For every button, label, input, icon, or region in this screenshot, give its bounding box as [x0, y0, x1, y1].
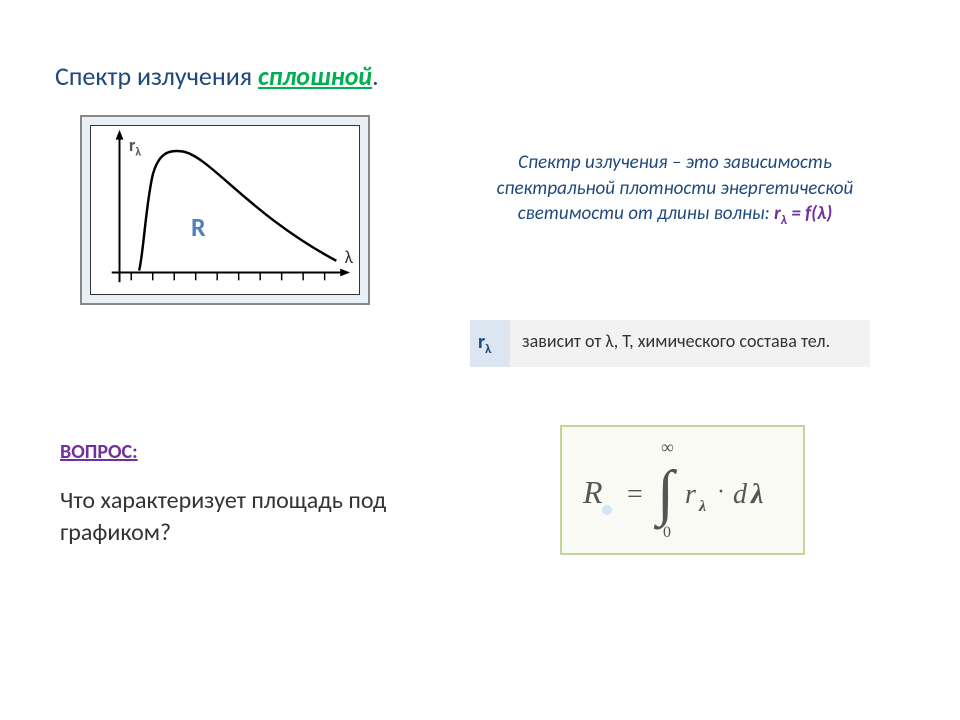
def-eq: = f(λ)	[787, 202, 832, 225]
title-emphasis: сплошной	[258, 60, 372, 92]
formula-dot: ·	[717, 479, 725, 505]
dep-sym-sub: λ	[485, 342, 491, 357]
spectrum-definition: Спектр излучения – это зависимость спект…	[480, 150, 870, 230]
chart-x-axis-label: λ	[345, 246, 353, 268]
title-prefix: Спектр излучения	[55, 60, 258, 92]
question-text: Что характеризует площадь под графиком?	[60, 485, 440, 550]
formula-lambda: λ	[750, 479, 763, 510]
chart-y-axis-label: rλ	[129, 134, 141, 160]
chart-area-label: R	[191, 211, 206, 243]
formula-d: d	[733, 479, 748, 510]
integral-lower: 0	[663, 524, 671, 541]
spectrum-chart-frame: rλ λ R	[80, 115, 370, 305]
integral-upper: ∞	[661, 437, 674, 457]
spectrum-chart: rλ λ R	[90, 125, 360, 295]
title-suffix: .	[372, 60, 379, 92]
depends-text-cell: зависит от λ, T, химического состава тел…	[510, 320, 870, 367]
ylabel-sub: λ	[135, 146, 141, 160]
depends-symbol-cell: rλ	[470, 320, 510, 367]
formula-equals: =	[627, 479, 643, 510]
question-label: ВОПРОС:	[60, 440, 138, 464]
def-r: r	[774, 202, 781, 225]
formula-r-sub: λ	[698, 498, 706, 515]
formula-r: r	[685, 479, 696, 510]
integral-formula-box: R = ∫ ∞ 0 r λ · d λ	[560, 425, 805, 555]
depends-table: rλ зависит от λ, T, химического состава …	[470, 320, 870, 367]
formula-R: R	[582, 474, 603, 510]
page-title: Спектр излучения сплошной.	[55, 60, 379, 92]
integral-sign: ∫	[653, 459, 678, 530]
definition-formula: rλ = f(λ)	[774, 202, 832, 225]
integral-formula-svg: R = ∫ ∞ 0 r λ · d λ	[573, 435, 793, 545]
formula-subscript-dot	[602, 505, 612, 515]
definition-lead: Спектр излучения	[518, 151, 667, 174]
